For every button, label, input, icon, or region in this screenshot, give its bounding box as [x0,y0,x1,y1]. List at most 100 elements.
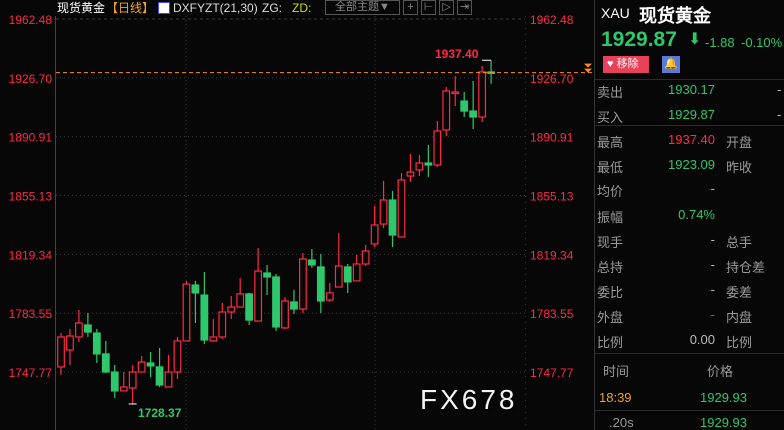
candle[interactable] [66,328,74,365]
candle[interactable] [272,274,280,331]
indicator-icon[interactable] [158,2,170,14]
candle[interactable] [406,153,415,182]
candlestick-chart[interactable]: 1962.48 1962.48 1926.70 1926.70 1890.91 1890.… [0,0,594,430]
quote-panel: XAU 现货黄金 1929.87 ⬇ -1.88 -0.10% ♥ 移除 🔔 卖… [594,0,784,430]
candle[interactable] [155,348,164,387]
y-tick-label-right: 1747.77 [530,366,574,380]
candle-body [164,371,173,388]
candle[interactable] [281,297,289,329]
quote-row-value: - [710,282,715,297]
candle[interactable] [343,263,352,293]
quote-row-label2: 委差 [726,285,753,300]
candle-body [191,284,200,294]
candle[interactable] [478,65,487,123]
candle-body [263,272,271,278]
candle-body [334,265,343,288]
candle[interactable] [460,91,469,117]
quote-row-value2: - [777,107,782,122]
candle[interactable] [173,336,182,379]
remove-watchlist-button[interactable]: ♥ 移除 [603,56,649,73]
quote-row-label2: 开盘 [726,135,753,150]
y-tick-label-left: 1747.77 [9,366,53,380]
candle[interactable] [352,254,361,282]
candle[interactable] [218,302,227,339]
zg-label: ZG: [262,1,282,15]
zoom-range-icon[interactable]: ⊢ [421,0,436,15]
candle[interactable] [236,277,245,308]
candle-body [92,332,101,355]
candle[interactable] [146,351,155,377]
y-tick-label-right: 1855.13 [530,190,574,204]
indicator-name[interactable]: DXFYZT(21,30) [173,1,258,15]
candle-body [155,366,164,386]
candle-body [245,293,254,321]
candle[interactable] [487,60,495,84]
candle[interactable] [451,76,460,106]
candle[interactable] [57,333,65,375]
candle[interactable] [92,328,101,363]
candle[interactable] [128,364,137,404]
candle[interactable] [263,264,271,296]
candle-body [66,335,74,351]
candle-body [424,162,433,166]
quote-price: 1929.87 [601,28,677,51]
candle-body [254,270,263,322]
candle-body [209,336,218,342]
candle[interactable] [469,80,478,129]
candle[interactable] [290,289,298,314]
period-label[interactable]: 【日线】 [106,1,155,15]
candle[interactable] [227,296,236,319]
y-tick-label-right: 1783.55 [530,307,574,321]
candle[interactable] [299,252,307,313]
candle[interactable] [182,280,191,342]
quote-row-label2: 内盘 [726,310,753,325]
candle[interactable] [245,292,254,325]
quote-row-value: - [710,307,715,322]
move-right-icon[interactable]: ⇥ [457,0,472,15]
play-icon[interactable]: ▷ [439,0,454,15]
candle[interactable] [83,312,92,337]
candle[interactable] [209,318,218,342]
candle-body [146,362,155,367]
quote-row-label: 均价 [597,184,624,199]
candle[interactable] [397,173,406,238]
candle[interactable] [325,283,334,302]
candle[interactable] [110,364,119,399]
quote-row-value: 1923.09 [668,157,715,172]
candle-body [137,361,146,373]
crosshair-icon[interactable]: + [403,0,418,15]
y-tick-label-right: 1926.70 [530,72,574,86]
candle[interactable] [388,190,397,248]
candle[interactable] [137,355,146,373]
candle-body [290,301,298,310]
candle-body [119,386,128,392]
candle[interactable] [424,144,433,177]
candle[interactable] [433,120,442,167]
col-price-header: 价格 [707,364,734,379]
candle-body [442,90,451,131]
candle[interactable] [164,354,173,388]
candle[interactable] [379,180,388,228]
candle[interactable] [119,372,128,392]
candle[interactable] [101,340,110,374]
candle-body [478,71,487,118]
candle-body [182,283,191,342]
candle[interactable] [415,154,424,177]
theme-select[interactable]: 全部主题▼ [325,0,400,15]
bell-icon[interactable]: 🔔 [662,56,680,73]
candle-body [388,199,397,236]
candle[interactable] [316,253,325,313]
candle[interactable] [200,272,209,345]
candle[interactable] [254,248,263,322]
candle[interactable] [191,280,200,324]
candle[interactable] [75,310,83,342]
candle-body [299,258,307,310]
candle[interactable] [361,244,370,266]
candle-body [469,110,478,118]
candle[interactable] [334,233,343,288]
candle[interactable] [442,87,451,137]
candle[interactable] [370,205,379,248]
candle[interactable] [307,249,316,268]
quote-row-value: - [710,232,715,247]
candle-body [173,340,182,373]
